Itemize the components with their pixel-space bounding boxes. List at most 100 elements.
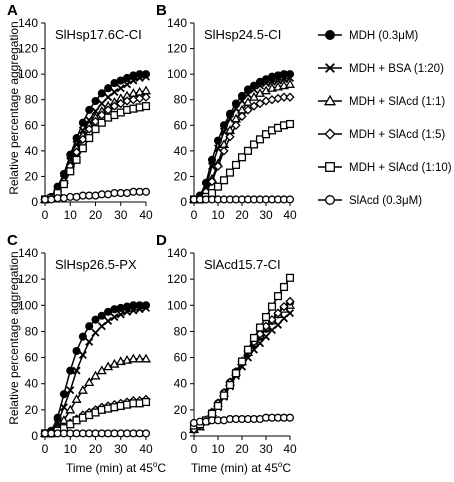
x-axis-label-degree: o [153,460,158,469]
data-point [123,80,132,89]
y-tick-label: 80 [25,93,39,107]
x-tick-label: 40 [139,208,153,222]
x-tick-label: 10 [64,442,78,456]
panel-d: 0 20 40 60 80 100 120 140 0 10 20 30 40 D SlAcd15.7-CI [156,232,297,456]
data-point [243,85,253,94]
data-point [141,187,151,196]
panel-a: 0 20 40 60 80 100 120 140 0 10 20 30 40 A SlHsp17.6C-C… [7,2,153,222]
data-point [128,95,139,105]
data-point [273,292,283,301]
panel-letter: C [7,232,18,249]
data-point [237,91,247,100]
data-point [267,77,277,86]
data-point [273,308,283,318]
x-tick-label: 0 [191,442,198,456]
panel-letter: B [156,2,167,19]
x-tick-label: 0 [42,208,49,222]
data-point [141,429,151,438]
data-point [249,333,259,343]
y-tick-label: 140 [18,16,38,30]
data-point [78,332,87,341]
x-tick-label: 10 [211,442,225,456]
data-point [285,92,295,102]
data-point [249,101,259,111]
x-tick-label: 30 [259,208,273,222]
data-point [59,180,68,189]
x-tick-label: 20 [235,442,249,456]
data-point [59,390,68,399]
data-point [237,153,247,162]
y-tick-label: 120 [167,42,187,56]
legend: MDH (0.3μM) MDH + BSA (1:20) MDH + SlAcd (… [318,30,452,207]
legend-label: MDH + BSA (1:20) [349,63,444,75]
y-tick-label: 60 [174,351,188,365]
data-point [71,394,82,403]
legend-item: SlAcd (0.3μM) [318,195,422,207]
legend-marker [323,94,337,106]
data-point [123,307,132,316]
legend-item: MDH + BSA (1:20) [318,63,444,75]
data-point [97,99,106,108]
data-point [109,358,120,368]
data-point [255,323,265,332]
data-point [72,346,81,356]
data-point [141,92,151,102]
data-point [109,101,120,111]
data-point [72,155,81,164]
data-point [110,313,119,322]
data-point [128,353,139,363]
data-point [141,303,151,312]
data-point [65,404,76,414]
data-point [231,120,241,130]
y-tick-label: 0 [31,429,38,443]
data-point [219,146,229,156]
x-tick-label: 20 [235,208,249,222]
series-filled-circle [189,70,295,204]
data-point [123,189,132,198]
y-tick-label: 60 [25,351,39,365]
x-tick-label: 20 [89,208,103,222]
series-open-square [189,119,295,204]
x-axis-label-text: Time (min) at 45 [66,461,153,475]
y-tick-label: 80 [174,93,188,107]
data-point [104,93,113,102]
data-point [279,282,289,292]
data-point [72,192,81,201]
data-point [91,191,100,200]
data-point [267,95,277,105]
data-point [91,328,100,337]
y-tick-label: 20 [25,169,39,183]
data-point [116,310,125,319]
x-tick-label: 40 [283,208,297,222]
data-point [91,96,100,106]
y-tick-label: 100 [18,67,38,81]
data-point [242,97,254,106]
data-point [140,353,152,363]
data-point [231,104,241,113]
panel-title: SlHsp17.6C-CI [55,27,142,42]
data-point [219,391,229,400]
data-point [273,93,283,104]
data-point [97,89,106,98]
panel-title: SlHsp26.5-PX [55,257,137,272]
data-point [284,79,296,88]
legend-item: MDH + SlAcd (1:1) [318,94,445,108]
data-point [91,315,100,324]
data-point [104,84,113,93]
legend-label: MDH + SlAcd (1:1) [349,96,445,108]
x-tick-label: 40 [283,442,297,456]
data-point [97,118,106,127]
x-tick-label: 30 [114,208,128,222]
y-tick-label: 120 [167,272,187,286]
y-tick-label: 0 [180,429,187,443]
legend-marker [325,162,335,172]
x-tick-label: 0 [191,208,198,222]
data-point [77,385,88,394]
data-point [237,96,247,106]
x-tick-label: 10 [211,208,225,222]
data-point [261,312,271,322]
x-axis-label-unit: C [282,461,291,475]
x-axis-label-left: Time (min) at 45oC [66,460,166,475]
data-point [285,195,295,204]
